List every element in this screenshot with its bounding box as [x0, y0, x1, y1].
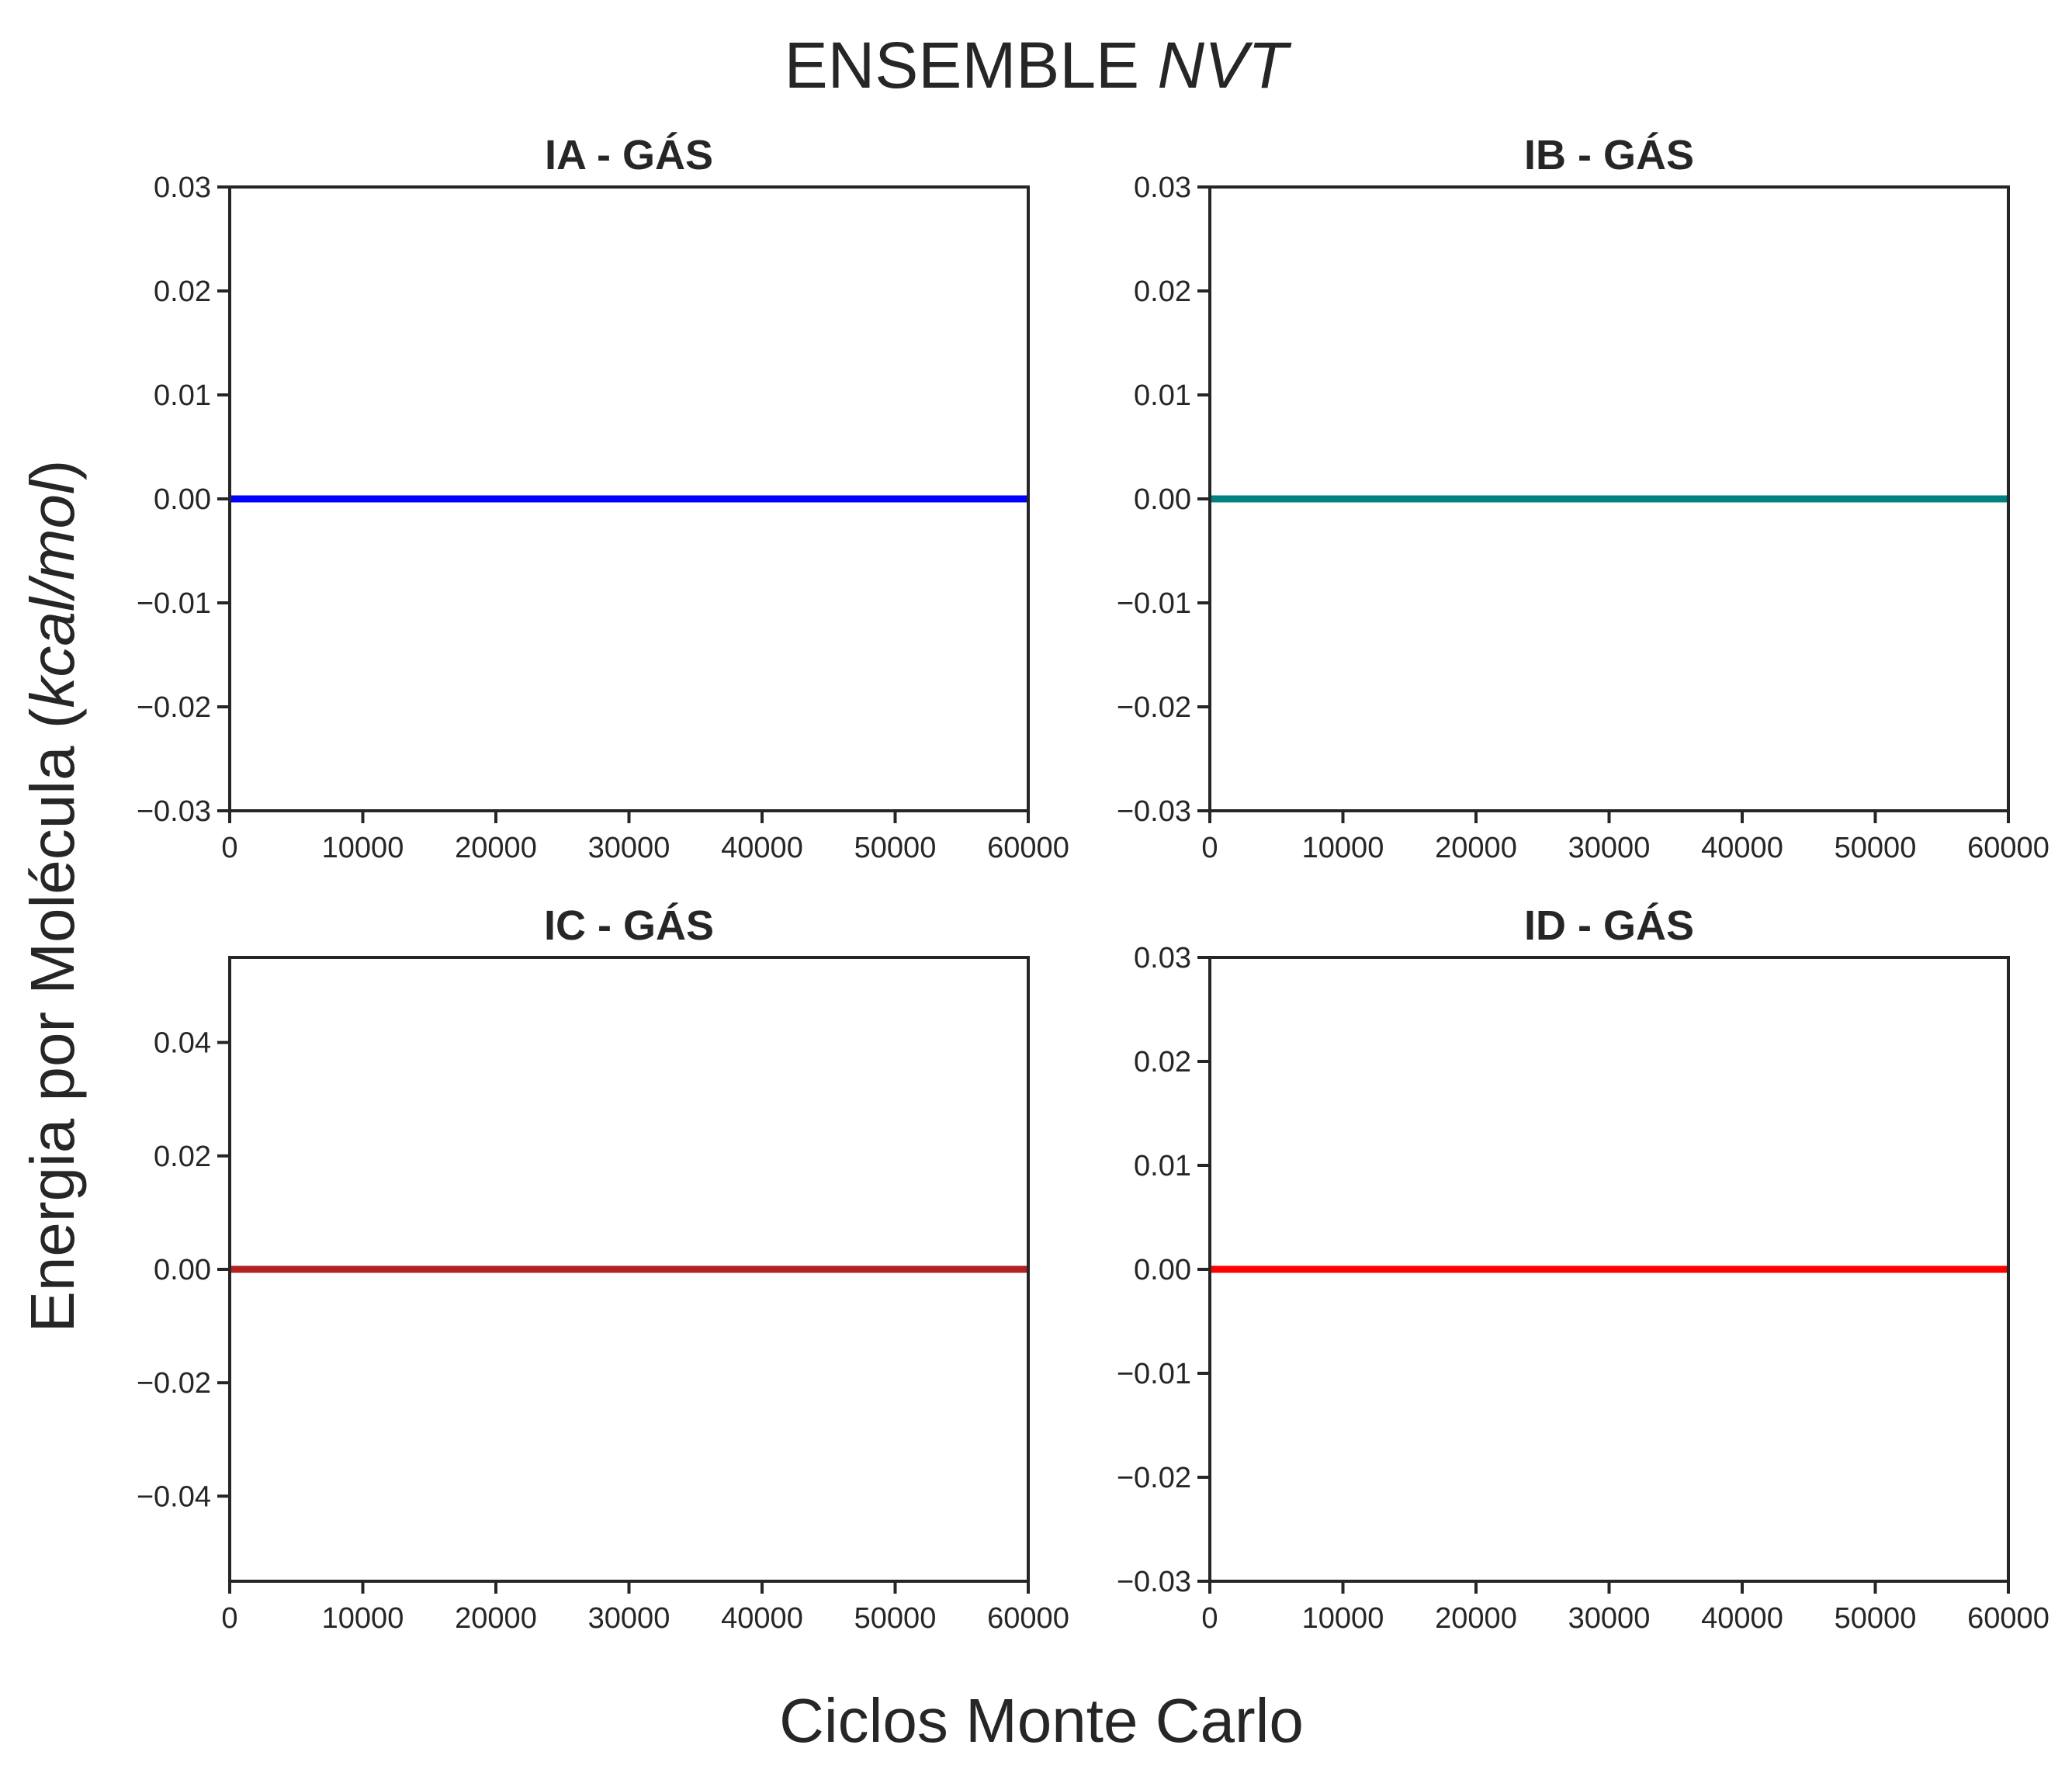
chart-panel-2: IB - GÁS 0 10000 20000 30000 40000 50000 60000 0… — [1117, 132, 2049, 864]
x-tick-label: 0 — [1201, 832, 1218, 864]
y-tick-label: 0.01 — [154, 379, 211, 412]
y-tick-label: 0.02 — [154, 275, 211, 308]
x-tick-label: 40000 — [1701, 832, 1783, 864]
figure-ylabel-italic: kcal/mol — [18, 479, 87, 708]
x-tick-label: 10000 — [1302, 1602, 1384, 1635]
x-tick-label: 40000 — [721, 1602, 803, 1635]
x-tick-label: 60000 — [1967, 832, 2049, 864]
figure-ylabel: Energia por Molécula (kcal/mol) — [18, 460, 87, 1333]
y-tick-label: −0.02 — [137, 1367, 211, 1400]
y-tick-label: −0.02 — [137, 691, 211, 724]
chart-panels: IA - GÁS 0 10000 20000 30000 40000 50000 60000 0… — [137, 132, 2049, 1635]
x-tick-label: 40000 — [1701, 1602, 1783, 1635]
figure-title-main: ENSEMBLE — [785, 29, 1158, 102]
x-tick-label: 60000 — [1967, 1602, 2049, 1635]
x-tick-label: 20000 — [1435, 832, 1517, 864]
x-tick-label: 50000 — [1835, 832, 1917, 864]
panel-title: IB - GÁS — [1524, 132, 1694, 178]
figure-title-italic: NVT — [1157, 29, 1292, 102]
y-tick-label: 0.02 — [1134, 1046, 1191, 1078]
y-tick-label: 0.04 — [154, 1027, 211, 1060]
y-tick-label: 0.01 — [1134, 379, 1191, 412]
chart-panel-4: ID - GÁS 0 10000 20000 30000 40000 50000 60000 0… — [1117, 902, 2049, 1635]
x-tick-label: 20000 — [1435, 1602, 1517, 1635]
x-tick-label: 50000 — [854, 1602, 937, 1635]
y-tick-label: 0.00 — [1134, 1254, 1191, 1286]
y-tick-label: 0.00 — [1134, 483, 1191, 516]
y-tick-label: 0.00 — [154, 483, 211, 516]
y-tick-label: −0.02 — [1117, 691, 1191, 724]
x-tick-label: 30000 — [1568, 832, 1651, 864]
x-tick-label: 10000 — [322, 1602, 404, 1635]
x-tick-label: 30000 — [588, 1602, 670, 1635]
y-tick-label: 0.03 — [1134, 171, 1191, 204]
y-tick-label: −0.03 — [1117, 1566, 1191, 1598]
y-tick-label: 0.00 — [154, 1254, 211, 1286]
panel-title: ID - GÁS — [1524, 902, 1694, 949]
figure-ylabel-main: Energia por Molécula ( — [18, 708, 87, 1332]
x-tick-label: 0 — [221, 832, 237, 864]
x-tick-label: 50000 — [854, 832, 937, 864]
x-tick-label: 40000 — [721, 832, 803, 864]
x-tick-label: 30000 — [588, 832, 670, 864]
chart-panel-3: IC - GÁS 0 10000 20000 30000 40000 50000 60000 0… — [137, 902, 1069, 1635]
y-tick-label: 0.02 — [1134, 275, 1191, 308]
x-tick-label: 0 — [221, 1602, 237, 1635]
y-tick-label: −0.01 — [1117, 587, 1191, 620]
x-tick-label: 0 — [1201, 1602, 1218, 1635]
y-tick-label: 0.03 — [154, 171, 211, 204]
figure-ylabel-end: ) — [18, 460, 87, 481]
x-tick-label: 20000 — [455, 1602, 537, 1635]
x-tick-label: 10000 — [322, 832, 404, 864]
x-tick-label: 20000 — [455, 832, 537, 864]
x-tick-label: 60000 — [987, 832, 1069, 864]
y-tick-label: 0.01 — [1134, 1150, 1191, 1182]
y-tick-label: −0.03 — [137, 795, 211, 828]
panel-title: IA - GÁS — [545, 132, 713, 178]
y-tick-label: −0.01 — [137, 587, 211, 620]
y-tick-label: −0.02 — [1117, 1462, 1191, 1494]
y-tick-label: −0.04 — [137, 1480, 211, 1513]
figure-title: ENSEMBLE NVT — [785, 29, 1293, 102]
y-tick-label: −0.03 — [1117, 795, 1191, 828]
panel-title: IC - GÁS — [544, 902, 714, 949]
x-tick-label: 30000 — [1568, 1602, 1651, 1635]
x-tick-label: 60000 — [987, 1602, 1069, 1635]
x-tick-label: 50000 — [1835, 1602, 1917, 1635]
figure-xlabel: Ciclos Monte Carlo — [779, 1686, 1304, 1755]
y-tick-label: 0.02 — [154, 1141, 211, 1173]
chart-panel-1: IA - GÁS 0 10000 20000 30000 40000 50000 60000 0… — [137, 132, 1069, 864]
x-tick-label: 10000 — [1302, 832, 1384, 864]
y-tick-label: 0.03 — [1134, 942, 1191, 975]
y-tick-label: −0.01 — [1117, 1358, 1191, 1390]
